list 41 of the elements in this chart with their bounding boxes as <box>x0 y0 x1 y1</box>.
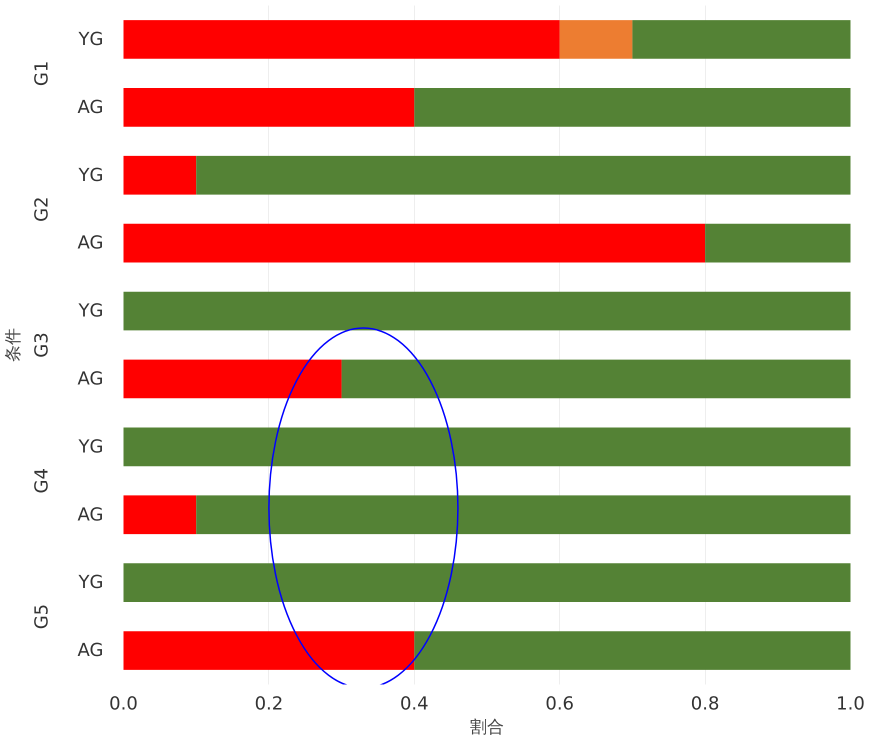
bar <box>124 224 706 262</box>
x-tick-label: 0.4 <box>400 694 429 714</box>
y-tick-label: YG <box>78 300 104 322</box>
y-tick-label: YG <box>78 164 104 186</box>
bar <box>632 20 850 59</box>
x-tick-label: 0.8 <box>690 694 720 714</box>
x-tick-label: 0.2 <box>254 694 284 714</box>
bar <box>705 224 850 262</box>
bar <box>560 20 632 59</box>
y-tick-label: AG <box>78 640 104 662</box>
text: G2 <box>32 196 52 222</box>
y-tick-label: YG <box>78 572 104 594</box>
bar <box>414 88 850 127</box>
bar <box>124 563 850 602</box>
y-tick-label: AG <box>78 368 104 390</box>
bar <box>124 495 196 534</box>
x-tick-label: 0.0 <box>109 694 138 714</box>
bar <box>124 292 850 330</box>
y-tick-label: AG <box>78 96 104 118</box>
bar <box>124 631 414 670</box>
bar <box>124 88 414 127</box>
text: G1 <box>32 60 52 86</box>
bar <box>414 631 850 670</box>
y-tick-label: AG <box>78 232 104 254</box>
bar <box>196 495 850 534</box>
bar <box>124 428 850 466</box>
bar <box>124 20 560 59</box>
bar <box>124 360 342 398</box>
y-tick-label: YG <box>78 436 104 458</box>
y-axis-title: 条件 <box>4 328 24 362</box>
text: G3 <box>32 332 52 358</box>
text: G5 <box>32 604 52 630</box>
x-tick-label: 1.0 <box>836 694 865 714</box>
bar <box>196 156 850 195</box>
y-tick-label: AG <box>78 504 104 526</box>
x-tick-label: 0.6 <box>545 694 574 714</box>
x-axis-title: 割合 <box>470 718 504 738</box>
text: G4 <box>32 468 52 494</box>
bar <box>342 360 850 398</box>
bar <box>124 156 196 195</box>
y-tick-label: YG <box>78 28 104 50</box>
